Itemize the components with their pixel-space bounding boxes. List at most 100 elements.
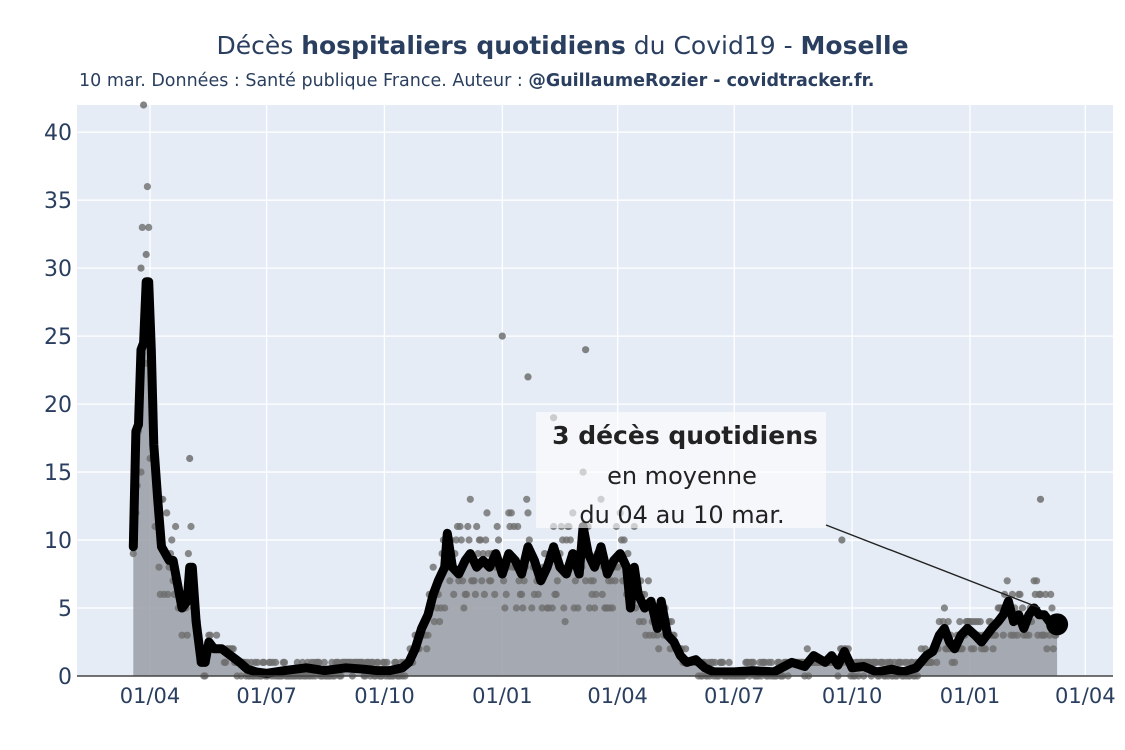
daily-dot: [498, 332, 506, 340]
daily-dot: [1036, 495, 1045, 503]
daily-dot: [172, 522, 180, 531]
daily-dot: [939, 618, 947, 626]
daily-dot: [155, 563, 163, 571]
daily-dot: [928, 658, 936, 667]
daily-dot: [254, 658, 262, 667]
subtitle-text: 10 mar. Données : Santé publique France.…: [79, 71, 529, 91]
x-tick-label: 01/01: [472, 684, 533, 708]
daily-dot: [186, 454, 194, 463]
daily-dot: [1049, 645, 1057, 653]
daily-dot: [524, 373, 532, 381]
daily-dot: [719, 658, 727, 667]
daily-dot: [479, 550, 487, 558]
x-tick-label: 01/07: [236, 684, 297, 708]
daily-dot: [1013, 631, 1022, 639]
daily-dot: [487, 577, 495, 585]
daily-dot: [951, 658, 959, 667]
last-point-marker: [1046, 613, 1069, 636]
daily-dot: [560, 604, 568, 612]
y-tick-label: 5: [58, 597, 72, 622]
daily-dot: [639, 618, 647, 626]
daily-dot: [456, 522, 464, 531]
daily-dot: [500, 577, 508, 585]
daily-dot: [501, 604, 509, 612]
daily-dot: [958, 645, 966, 653]
daily-dot: [187, 522, 195, 531]
daily-dot: [514, 522, 522, 531]
x-tick-label: 01/10: [822, 684, 883, 708]
daily-dot: [591, 604, 599, 612]
moving-average-line: [128, 277, 1069, 678]
daily-dot: [483, 509, 491, 517]
daily-dot: [1043, 645, 1051, 653]
y-axis-ticks: 0 5 10 15 20 25 30 35 40: [44, 121, 72, 690]
daily-dot: [767, 658, 776, 667]
daily-dot: [320, 658, 328, 667]
daily-dot: [519, 604, 527, 612]
daily-dot: [383, 658, 391, 667]
daily-dot: [538, 604, 546, 612]
daily-dot: [452, 536, 460, 544]
daily-dot: [473, 522, 481, 531]
daily-dot: [515, 577, 523, 585]
daily-dot: [480, 590, 488, 599]
daily-dot: [429, 563, 437, 571]
daily-dot: [446, 577, 454, 585]
y-tick-label: 30: [44, 257, 72, 282]
daily-dot: [450, 590, 458, 599]
daily-dot: [944, 618, 952, 626]
daily-dot: [138, 223, 146, 231]
x-tick-label: 01/04: [1055, 684, 1116, 708]
daily-dot: [644, 577, 653, 585]
daily-dot: [183, 631, 191, 639]
daily-dot: [423, 645, 431, 653]
daily-dot: [940, 604, 949, 612]
daily-dot: [178, 631, 186, 639]
daily-dot: [608, 604, 617, 612]
daily-dot: [566, 536, 574, 544]
daily-dot: [620, 536, 628, 544]
chart-title: Décès hospitaliers quotidiens du Covid19…: [0, 31, 1125, 60]
daily-dot: [184, 550, 192, 558]
daily-dot: [1036, 590, 1045, 599]
daily-dot: [466, 495, 474, 503]
x-tick-label: 01/04: [120, 684, 181, 708]
daily-dot: [1042, 590, 1050, 599]
x-tick-label: 01/07: [704, 684, 765, 708]
chart-subtitle: 10 mar. Données : Santé publique France.…: [79, 71, 874, 91]
daily-dot: [592, 590, 600, 599]
daily-dot: [462, 590, 471, 599]
daily-dot: [838, 536, 846, 544]
daily-dot: [582, 577, 590, 585]
daily-dot: [534, 590, 542, 599]
daily-dot: [474, 550, 482, 558]
daily-dot: [441, 604, 449, 612]
y-tick-label: 40: [44, 121, 72, 146]
y-tick-label: 0: [58, 665, 72, 690]
daily-dot: [457, 536, 465, 544]
daily-dot: [523, 495, 531, 503]
annotation: 3 décès quotidiens en moyenne du 04 au 1…: [536, 412, 1041, 609]
y-tick-label: 15: [44, 461, 72, 486]
daily-dot: [460, 604, 468, 612]
daily-dot: [272, 658, 280, 667]
annotation-line-2: en moyenne: [607, 462, 757, 490]
daily-dot: [477, 536, 485, 544]
daily-dot: [163, 509, 171, 517]
daily-dot: [956, 618, 964, 626]
daily-dot: [598, 590, 606, 599]
daily-dot: [682, 645, 690, 653]
daily-dot: [143, 183, 151, 191]
daily-dot: [933, 658, 941, 667]
daily-dot: [142, 250, 150, 259]
y-tick-label: 25: [44, 325, 72, 350]
daily-dot: [553, 577, 562, 585]
x-tick-label: 01/01: [940, 684, 1001, 708]
daily-dot: [803, 645, 811, 653]
daily-dot: [725, 658, 733, 667]
daily-dot: [520, 577, 528, 585]
daily-dot: [1047, 590, 1055, 599]
daily-dot: [140, 101, 148, 109]
daily-dot: [992, 631, 1000, 639]
